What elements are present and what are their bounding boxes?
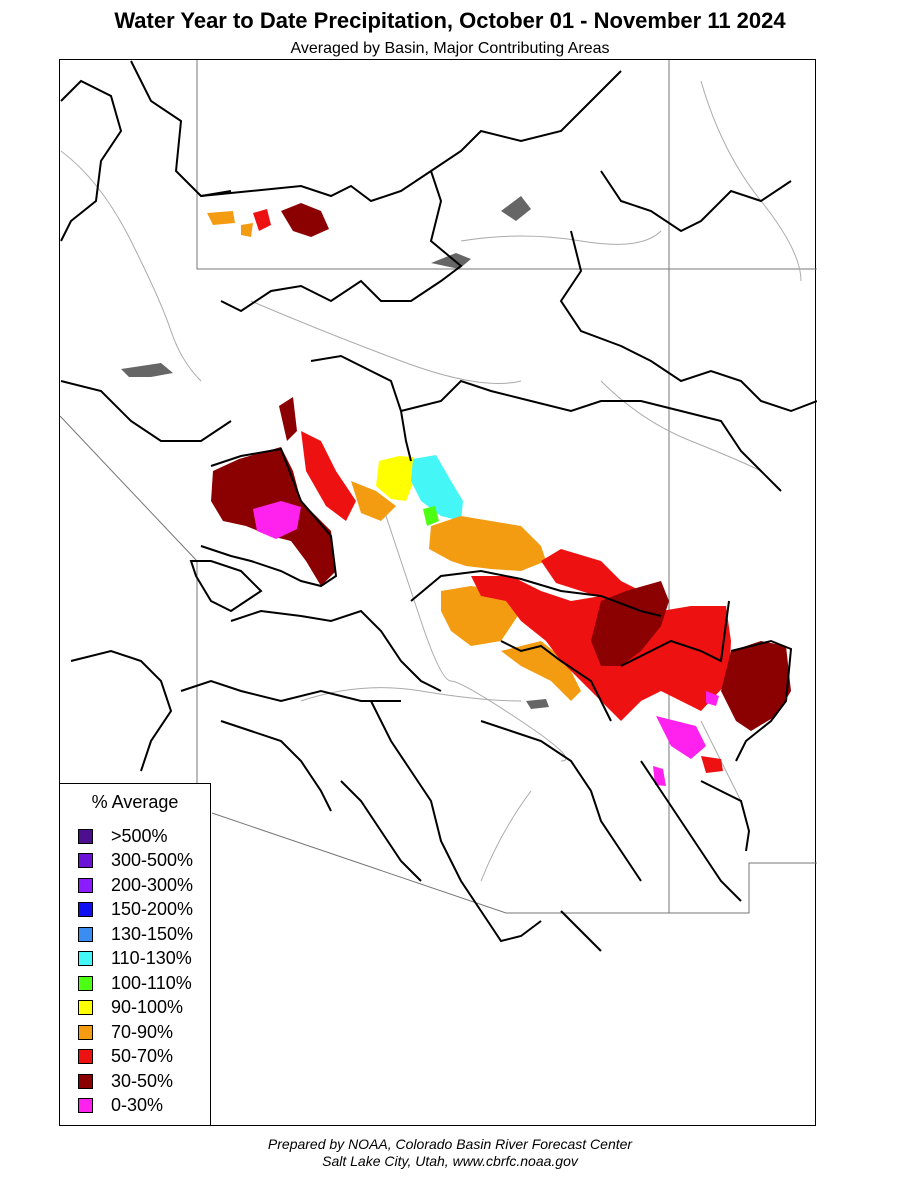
region-90-100 — [376, 456, 416, 501]
precipitation-map: % Average >500% 300-500% 200-300% 150-20… — [59, 59, 817, 1126]
map-title: Water Year to Date Precipitation, Octobe… — [114, 8, 786, 33]
legend-swatch — [78, 926, 93, 942]
legend-swatch — [78, 828, 93, 844]
legend-swatch — [78, 902, 93, 918]
legend-item: 130-150% — [78, 922, 193, 947]
basin-boundaries — [60, 60, 817, 952]
region-100-110 — [423, 506, 439, 526]
legend-label: 110-130% — [111, 948, 192, 969]
region-50-70-central — [541, 549, 641, 601]
legend-swatch — [78, 1024, 93, 1040]
legend-item: 90-100% — [78, 996, 193, 1021]
legend-label: 150-200% — [111, 899, 194, 920]
region-0-30-west — [253, 501, 301, 539]
legend-list: >500% 300-500% 200-300% 150-200% 130-150… — [78, 824, 193, 1118]
legend-swatch — [78, 951, 93, 967]
legend-swatch — [78, 1049, 93, 1065]
region-70-90-north — [207, 211, 253, 237]
legend-item: 100-110% — [78, 971, 193, 996]
legend-item: 150-200% — [78, 898, 193, 923]
basin-map-canvas — [60, 60, 817, 952]
legend-swatch — [78, 1073, 93, 1089]
legend-item: 110-130% — [78, 947, 193, 972]
legend-item: 0-30% — [78, 1094, 193, 1119]
legend-item: 200-300% — [78, 873, 193, 898]
legend-label: 70-90% — [111, 1021, 174, 1042]
legend-item: 70-90% — [78, 1020, 193, 1045]
legend-label: 100-110% — [111, 972, 192, 993]
legend-label: 0-30% — [111, 1095, 164, 1116]
legend-item: 50-70% — [78, 1045, 193, 1070]
region-110-130 — [411, 455, 463, 521]
legend-item: 30-50% — [78, 1069, 193, 1094]
region-30-50-north — [281, 203, 329, 237]
legend-label: 90-100% — [111, 997, 184, 1018]
precipitation-regions — [207, 203, 791, 786]
legend-swatch — [78, 975, 93, 991]
region-70-90-south — [441, 586, 581, 701]
footer-location: Salt Lake City, Utah, www.cbrfc.noaa.gov — [322, 1153, 578, 1169]
legend: % Average >500% 300-500% 200-300% 150-20… — [59, 783, 211, 1126]
region-0-30-south — [653, 691, 719, 786]
state-boundaries — [60, 60, 817, 914]
region-30-50-south — [591, 581, 791, 731]
legend-item: 300-500% — [78, 849, 193, 874]
legend-title: % Average — [91, 792, 179, 812]
region-50-70-ridge — [301, 431, 356, 521]
legend-swatch — [78, 877, 93, 893]
region-50-70-north — [253, 209, 271, 231]
region-70-90-central — [351, 481, 546, 571]
legend-swatch — [78, 1000, 93, 1016]
legend-swatch — [78, 1098, 93, 1114]
region-50-70-southeast — [701, 756, 723, 773]
legend-label: 50-70% — [111, 1046, 174, 1067]
region-30-50-ridge — [279, 397, 297, 441]
map-subtitle: Averaged by Basin, Major Contributing Ar… — [290, 40, 610, 57]
legend-item: >500% — [78, 824, 193, 849]
legend-label: 300-500% — [111, 850, 194, 871]
legend-label: >500% — [111, 825, 168, 846]
legend-label: 200-300% — [111, 874, 194, 895]
footer-credit: Prepared by NOAA, Colorado Basin River F… — [267, 1136, 633, 1152]
legend-swatch — [78, 853, 93, 869]
footer: Prepared by NOAA, Colorado Basin River F… — [0, 1136, 900, 1170]
legend-label: 30-50% — [111, 1070, 174, 1091]
legend-label: 130-150% — [111, 923, 194, 944]
